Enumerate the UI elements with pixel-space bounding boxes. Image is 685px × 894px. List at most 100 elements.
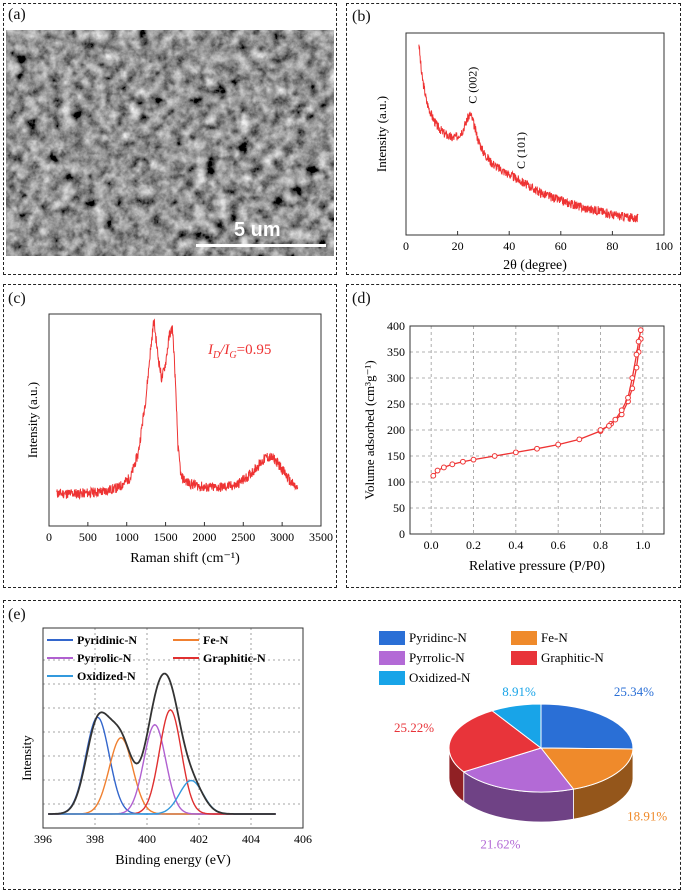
pie-data-label: 8.91% <box>502 684 536 699</box>
bet-point <box>460 458 466 465</box>
xps-legend-label: Oxidized-N <box>77 669 136 683</box>
raman-xtick-label: 500 <box>79 530 97 544</box>
bet-xlabel: Relative pressure (P/P0) <box>469 559 605 574</box>
bet-xtick-label: 0.4 <box>508 538 523 552</box>
panel-b <box>346 3 681 275</box>
bet-point <box>534 445 540 452</box>
panel-a <box>3 3 337 275</box>
pie-data-label: 25.22% <box>394 720 434 735</box>
bet-axes-frame <box>409 325 665 535</box>
raman-ylabel: Intensity (a.u.) <box>25 382 40 458</box>
chart-raman: 0 500 1000 1500 2000 2500 3000 3500 Raman shift … <box>25 313 333 566</box>
panel-d <box>346 284 681 588</box>
xps-xtick-label: 402 <box>190 832 208 846</box>
bet-ytick-label: 350 <box>387 345 405 359</box>
bet-point <box>470 456 477 463</box>
raman-series-line <box>56 318 299 500</box>
panel-label-a: (a) <box>8 6 26 23</box>
bet-point <box>637 327 644 334</box>
xrd-xlabel: 2θ (degree) <box>503 258 567 273</box>
bet-point <box>434 467 441 474</box>
xps-ylabel: Intensity <box>19 735 34 781</box>
xrd-xtick-label: 60 <box>555 239 567 253</box>
xps-xtick-label: 404 <box>242 832 260 846</box>
bet-ytick-label: 50 <box>393 501 405 515</box>
bet-point <box>606 422 612 429</box>
bet-point <box>635 338 642 345</box>
panel-label-b: (b) <box>352 8 371 25</box>
xps-xtick-label: 400 <box>138 832 156 846</box>
pie-slice-graphiticn <box>448 710 543 773</box>
bet-xtick-label: 0.8 <box>593 538 608 552</box>
pie-legend-swatch <box>379 671 405 685</box>
bet-point <box>449 461 456 468</box>
xps-legend-label: Pyridinic-N <box>77 633 137 647</box>
pie-legend-label: Graphitic-N <box>541 650 604 665</box>
bet-ytick-label: 400 <box>387 319 405 333</box>
chart-pie: 25.34% 18.91% 21.62% 25.22% 8.91% Pyridinc-N F… <box>379 630 667 851</box>
xps-axes-frame <box>42 627 304 829</box>
bet-point <box>555 441 562 448</box>
xrd-xtick-label: 100 <box>655 239 673 253</box>
bet-point <box>576 436 583 443</box>
pie-legend-swatch <box>511 631 537 645</box>
raman-xtick-label: 1500 <box>154 530 178 544</box>
xrd-peak-annotation: C (002) <box>466 67 480 104</box>
xps-xlabel: Binding energy (eV) <box>115 853 231 868</box>
bet-xtick-label: 0.0 <box>424 538 439 552</box>
chart-bet: 0 50 100 150 200 250 300 350 400 0.0 0.2 0.4 0.6 0.8 1… <box>362 319 665 574</box>
pie-legend-swatch <box>379 631 405 645</box>
xrd-xtick-label: 0 <box>403 239 409 253</box>
bet-point <box>597 427 604 433</box>
pie-data-label: 21.62% <box>480 836 520 851</box>
xrd-series-line <box>418 44 639 223</box>
xps-xtick-label: 398 <box>86 832 104 846</box>
raman-xtick-label: 2000 <box>192 530 216 544</box>
bet-ytick-label: 300 <box>387 371 405 385</box>
bet-ytick-label: 0 <box>399 527 405 541</box>
xps-component-graphiticn <box>48 708 276 815</box>
pie-legend-label: Fe-N <box>541 630 568 645</box>
xps-envelope-line <box>48 672 276 815</box>
xps-xtick-label: 406 <box>294 832 312 846</box>
xps-legend-label: Fe-N <box>203 633 229 647</box>
chart-xrd: 0 20 40 60 80 100 2θ (degree) Intensity (a.u.) C… <box>374 32 673 273</box>
xrd-xtick-label: 80 <box>606 239 618 253</box>
bet-point <box>629 375 636 381</box>
panel-label-c: (c) <box>8 290 26 307</box>
scale-bar <box>196 244 326 247</box>
pie-legend-swatch <box>379 651 405 665</box>
pie-slice-oxidizedn <box>491 703 542 750</box>
panel-label-e: (e) <box>8 606 26 623</box>
raman-xtick-label: 3000 <box>270 530 294 544</box>
xps-component-pyridinicn <box>48 716 276 815</box>
xrd-ylabel: Intensity (a.u.) <box>374 96 389 172</box>
bet-ylabel: Volume adsorbed (cm³g⁻¹) <box>362 360 377 499</box>
raman-xtick-label: 3500 <box>309 530 333 544</box>
pie-slice-pyrrolicn <box>462 747 575 793</box>
panel-label-d: (d) <box>352 290 371 307</box>
xps-legend-label: Pyrrolic-N <box>77 651 132 665</box>
bet-ytick-label: 250 <box>387 397 405 411</box>
bet-ytick-label: 100 <box>387 475 405 489</box>
pie-legend-label: Pyridinc-N <box>409 630 467 645</box>
bet-ytick-label: 150 <box>387 449 405 463</box>
bet-point <box>440 464 447 471</box>
panel-e <box>3 600 681 890</box>
bet-point <box>618 407 625 414</box>
raman-intensity-ratio: ID/IG=0.95 <box>207 342 271 361</box>
bet-xtick-label: 0.6 <box>551 538 566 552</box>
xrd-axes-frame <box>405 32 665 236</box>
pie-legend-label: Oxidized-N <box>409 670 471 685</box>
xps-legend-label: Graphitic-N <box>203 651 266 665</box>
pie-legend-label: Pyrrolic-N <box>409 650 465 665</box>
raman-xtick-label: 2500 <box>231 530 255 544</box>
bet-point <box>512 449 519 456</box>
bet-xtick-label: 1.0 <box>635 538 650 552</box>
sem-texture <box>6 30 334 256</box>
pie-slice-pyridincn <box>540 703 634 750</box>
pie-slice-fen <box>539 747 634 790</box>
pie-data-label: 18.91% <box>627 809 667 824</box>
pie-data-label: 25.34% <box>614 684 654 699</box>
sem-image: 5 um <box>6 30 334 256</box>
